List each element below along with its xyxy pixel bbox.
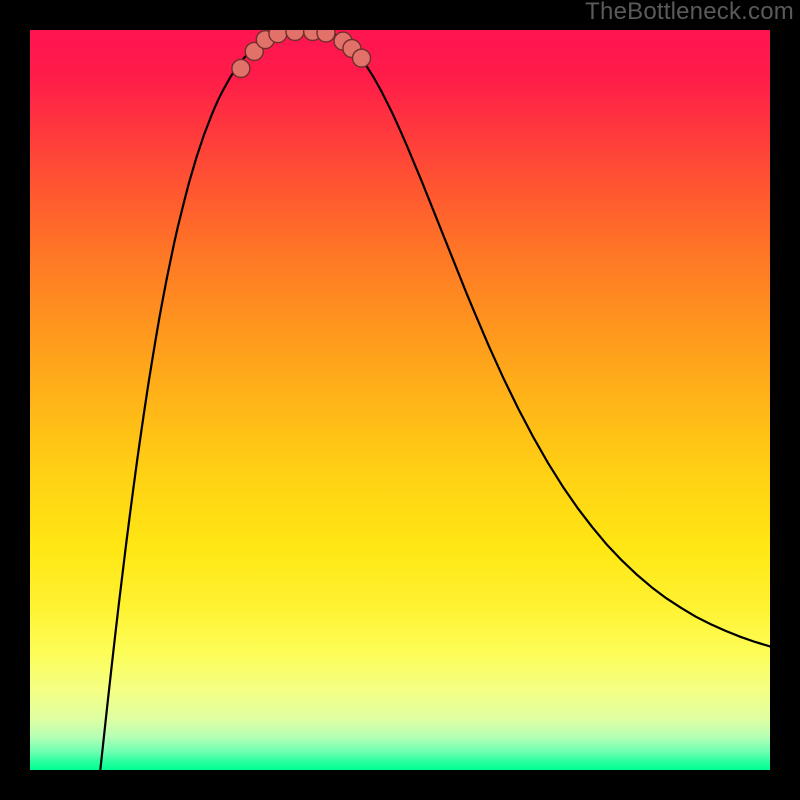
bottleneck-curve [100, 30, 770, 770]
stage: TheBottleneck.com [0, 0, 800, 800]
watermark-text: TheBottleneck.com [585, 0, 794, 26]
curve-marker [232, 59, 250, 77]
curve-marker [269, 30, 287, 43]
bottleneck-curve-layer [30, 30, 770, 770]
curve-marker [286, 30, 304, 40]
curve-marker [317, 30, 335, 42]
curve-marker [353, 49, 371, 67]
plot-area [30, 30, 770, 770]
